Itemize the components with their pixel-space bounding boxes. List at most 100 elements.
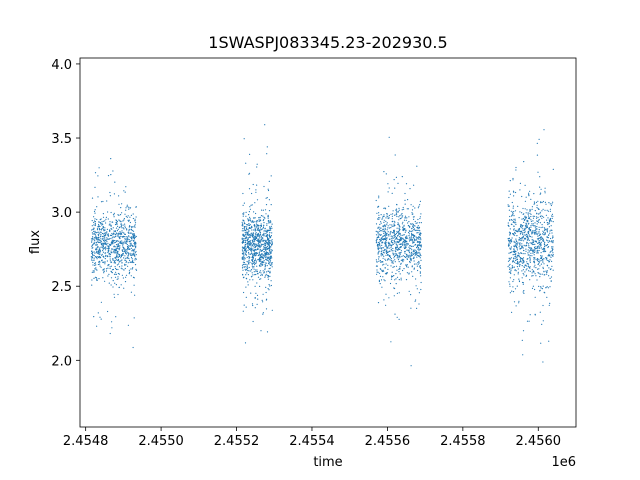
data-point xyxy=(547,246,549,249)
data-point xyxy=(92,228,94,230)
data-point xyxy=(246,224,248,226)
data-point xyxy=(253,225,255,227)
data-point xyxy=(267,259,269,261)
data-point xyxy=(112,240,114,242)
data-point xyxy=(548,234,550,236)
data-point xyxy=(110,244,112,246)
data-point xyxy=(125,242,127,244)
data-point xyxy=(534,296,536,298)
data-point xyxy=(99,263,101,265)
data-point xyxy=(134,257,136,259)
data-point xyxy=(384,208,387,210)
data-point xyxy=(257,247,259,249)
data-point xyxy=(521,277,523,279)
data-point xyxy=(123,219,125,221)
data-point xyxy=(520,227,522,229)
data-point xyxy=(514,220,516,222)
data-point xyxy=(551,246,553,248)
data-point xyxy=(266,259,268,261)
data-point xyxy=(538,258,540,260)
data-point xyxy=(92,264,94,266)
data-point xyxy=(523,221,525,223)
data-point xyxy=(258,264,261,266)
data-point xyxy=(96,231,98,233)
data-point xyxy=(252,320,254,323)
data-point xyxy=(116,247,118,249)
data-point xyxy=(109,267,111,270)
data-point xyxy=(259,234,261,236)
data-point xyxy=(387,251,389,253)
data-point xyxy=(91,232,93,234)
data-point xyxy=(416,226,418,229)
data-point xyxy=(260,253,262,256)
data-point xyxy=(529,259,531,261)
data-point xyxy=(133,240,135,242)
data-point xyxy=(269,270,271,272)
data-point xyxy=(525,244,528,246)
data-point xyxy=(134,264,137,266)
data-point xyxy=(260,264,262,266)
data-point xyxy=(507,266,509,268)
data-point xyxy=(382,228,384,230)
data-point xyxy=(131,229,133,232)
data-point xyxy=(262,270,264,272)
data-point xyxy=(378,272,381,274)
data-point xyxy=(117,228,119,230)
data-point xyxy=(108,238,110,240)
data-point xyxy=(390,260,392,262)
data-point xyxy=(116,245,119,247)
data-point xyxy=(550,229,552,231)
data-point xyxy=(243,291,245,294)
data-point xyxy=(128,253,130,255)
data-point xyxy=(104,243,106,245)
data-point xyxy=(262,219,264,222)
data-point xyxy=(250,244,252,246)
data-point xyxy=(255,273,257,276)
data-point xyxy=(513,249,515,251)
data-point xyxy=(398,241,400,243)
data-point xyxy=(530,220,533,222)
data-point xyxy=(516,230,518,232)
data-point xyxy=(394,221,396,223)
data-point xyxy=(255,237,258,240)
data-point xyxy=(383,270,385,272)
data-point xyxy=(539,193,541,195)
data-point xyxy=(541,258,544,261)
data-point xyxy=(515,245,518,248)
data-point xyxy=(252,232,254,234)
data-point xyxy=(118,219,120,221)
data-point xyxy=(411,227,413,229)
data-point xyxy=(267,244,269,246)
data-point xyxy=(524,184,526,186)
data-point xyxy=(100,266,102,268)
data-point xyxy=(257,276,260,278)
data-point xyxy=(405,236,407,238)
data-point xyxy=(509,247,511,249)
data-point xyxy=(377,245,379,247)
data-point xyxy=(545,257,547,259)
data-point xyxy=(112,259,114,261)
data-point xyxy=(400,238,403,240)
data-point xyxy=(517,228,520,230)
data-point xyxy=(110,224,112,226)
data-point xyxy=(518,237,521,239)
data-point xyxy=(392,262,394,264)
data-point xyxy=(267,276,269,278)
data-point xyxy=(534,230,537,232)
data-point xyxy=(540,342,542,344)
data-point xyxy=(533,225,535,227)
data-point xyxy=(117,293,119,296)
data-point xyxy=(533,193,535,195)
data-point xyxy=(396,203,398,206)
data-point xyxy=(409,239,411,241)
data-point xyxy=(377,226,379,228)
x-axis-label: time xyxy=(313,455,342,470)
data-point xyxy=(508,190,510,192)
data-point xyxy=(412,213,414,215)
data-point xyxy=(123,248,125,250)
data-point xyxy=(523,244,525,246)
data-point xyxy=(103,229,105,231)
data-point xyxy=(393,275,395,277)
data-point xyxy=(102,248,104,250)
data-point xyxy=(410,236,412,238)
